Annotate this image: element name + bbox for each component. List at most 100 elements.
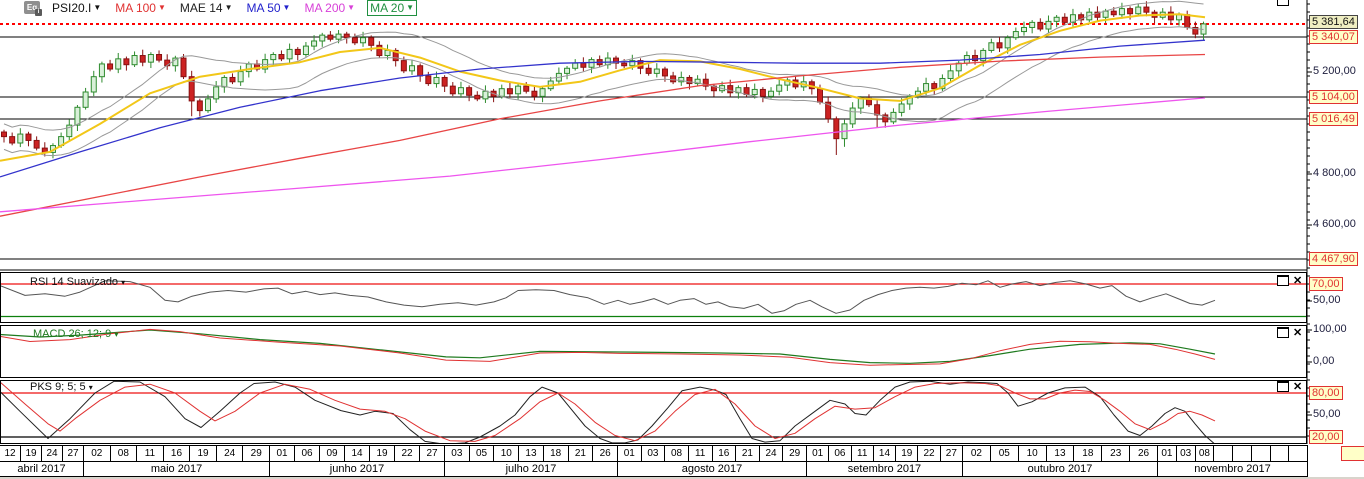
instrument-toolbar: Eq i PSI20.I ▼ MA 100 ▼ MAE 14 ▼ MA 50 ▼ MA 200 ▼… — [24, 0, 418, 16]
chevron-down-icon: ▼ — [224, 2, 233, 12]
legend-item-ma20[interactable]: MA 20 ▼ — [367, 0, 418, 16]
day-tick-cell — [1252, 446, 1271, 461]
day-tick-cell: 21 — [736, 446, 760, 461]
close-icon[interactable]: ✕ — [1293, 274, 1303, 287]
legend-item-mae14[interactable]: MAE 14 ▼ — [178, 1, 235, 15]
day-tick-cell — [1289, 446, 1308, 461]
month-cell: abril 2017 — [0, 462, 84, 477]
day-tick-cell: 08 — [1196, 446, 1215, 461]
ma20-line — [0, 13, 1206, 162]
alert-level-label[interactable]: 5 016,49 — [1309, 112, 1358, 126]
month-row: abril 2017 maio 2017 junho 2017 julho 2017 a… — [0, 462, 1308, 477]
day-tick-cell: 19 — [21, 446, 42, 461]
info-badge-icon: i — [35, 9, 42, 16]
day-tick-cell: 01 — [270, 446, 295, 461]
month-cell: setembro 2017 — [807, 462, 963, 477]
axis-tick-label: 4 800,00 — [1313, 167, 1356, 179]
day-tick-cell: 03 — [445, 446, 470, 461]
date-axis: 12 19 24 27 02 08 11 16 19 24 29 01 06 09 14 19 22 27 03 05… — [0, 445, 1308, 477]
day-tick-cell: 02 — [963, 446, 991, 461]
restore-icon[interactable] — [1277, 0, 1289, 6]
mae-lower-line — [3, 26, 1204, 157]
legend-label: MA 50 — [246, 0, 281, 15]
axis-tick-label: 0,00 — [1313, 355, 1335, 367]
chevron-down-icon: ▼ — [347, 2, 356, 12]
axis-tick-label: 50,00 — [1313, 408, 1341, 420]
day-tick-cell: 10 — [494, 446, 520, 461]
alert-level-label[interactable]: 80,00 — [1309, 386, 1343, 400]
legend-item-ma50[interactable]: MA 50 ▼ — [245, 1, 293, 15]
rsi-rsi-line — [0, 280, 1216, 314]
chevron-down-icon: ▾ — [121, 278, 126, 287]
month-cell: julho 2017 — [445, 462, 618, 477]
day-tick-cell: 01 — [1158, 446, 1177, 461]
chevron-down-icon: ▼ — [157, 2, 166, 12]
day-tick-cell: 19 — [896, 446, 919, 461]
legend-label: MA 20 — [370, 0, 405, 15]
day-row: 12 19 24 27 02 08 11 16 19 24 29 01 06 09 14 19 22 27 03 05… — [0, 446, 1308, 462]
macd-sinal-line — [0, 328, 1216, 366]
window-bottom-edge — [0, 477, 1364, 479]
macd-panel[interactable] — [0, 328, 1216, 366]
legend-label: MAE 14 — [179, 0, 223, 15]
main-panel-controls — [1277, 0, 1289, 6]
day-tick-cell: 09 — [320, 446, 345, 461]
day-tick-cell: 24 — [217, 446, 244, 461]
alert-level-label[interactable]: 4 467,90 — [1309, 252, 1358, 266]
legend-item-ma200[interactable]: MA 200 ▼ — [302, 1, 357, 15]
ma50-line — [0, 39, 1206, 178]
day-tick-cell — [1233, 446, 1252, 461]
day-tick-cell: 18 — [1074, 446, 1103, 461]
rsi-panel-label[interactable]: RSI 14 Suavizado ▾ — [30, 276, 126, 288]
close-icon[interactable]: ✕ — [1293, 380, 1303, 393]
ma100-line — [0, 53, 1206, 217]
close-icon[interactable]: ✕ — [1293, 326, 1303, 339]
chevron-down-icon: ▾ — [114, 330, 119, 339]
day-tick-cell: 27 — [941, 446, 963, 461]
legend-label: MA 100 — [115, 0, 156, 15]
equity-info-icon[interactable]: Eq i — [24, 1, 42, 16]
pks-panel[interactable] — [0, 380, 1307, 444]
chevron-down-icon: ▼ — [406, 2, 415, 12]
day-tick-cell: 23 — [1102, 446, 1131, 461]
day-tick-cell — [1271, 446, 1290, 461]
chevron-down-icon: ▾ — [88, 383, 93, 392]
restore-icon[interactable] — [1277, 275, 1289, 286]
mae-upper-line — [3, 0, 1204, 131]
day-tick-cell: 13 — [1047, 446, 1075, 461]
macd-panel-controls: ✕ — [1277, 327, 1302, 338]
legend-label: PSI20.I — [52, 0, 92, 15]
day-tick-cell: 12 — [0, 446, 21, 461]
pks-panel-label[interactable]: PKS 9; 5; 5 ▾ — [30, 381, 93, 393]
day-tick-cell: 02 — [84, 446, 111, 461]
day-tick-cell: 10 — [1019, 446, 1047, 461]
rsi-panel[interactable] — [0, 280, 1307, 318]
restore-icon[interactable] — [1277, 327, 1289, 338]
day-tick-cell: 19 — [190, 446, 217, 461]
restore-icon[interactable] — [1277, 381, 1289, 392]
day-tick-cell: 26 — [1130, 446, 1158, 461]
alert-level-label[interactable]: 70,00 — [1309, 277, 1343, 291]
month-cell: agosto 2017 — [618, 462, 807, 477]
price-axis-line — [1306, 0, 1312, 444]
day-tick-cell: 24 — [42, 446, 63, 461]
day-tick-cell: 22 — [918, 446, 941, 461]
day-tick-cell — [1214, 446, 1233, 461]
day-tick-cell: 08 — [665, 446, 689, 461]
main-panel[interactable] — [0, 0, 1307, 260]
day-tick-cell: 11 — [689, 446, 713, 461]
day-tick-cell: 03 — [642, 446, 666, 461]
axis-tick-label: 4 600,00 — [1313, 218, 1356, 230]
day-tick-cell: 16 — [713, 446, 737, 461]
macd-panel-label[interactable]: MACD 26; 12; 9 ▾ — [33, 328, 119, 340]
pks-d-line — [0, 381, 1216, 442]
last-price-label: 5 381,64 — [1309, 15, 1358, 29]
alert-level-label[interactable]: 20,00 — [1309, 430, 1343, 444]
legend-item-ma100[interactable]: MA 100 ▼ — [113, 1, 168, 15]
legend-item-psi20i[interactable]: PSI20.I ▼ — [50, 1, 103, 15]
day-tick-cell: 06 — [829, 446, 852, 461]
alert-level-label[interactable]: 5 104,00 — [1309, 90, 1358, 104]
ma200-line — [0, 97, 1206, 213]
alert-level-label[interactable]: 5 340,07 — [1309, 30, 1358, 44]
